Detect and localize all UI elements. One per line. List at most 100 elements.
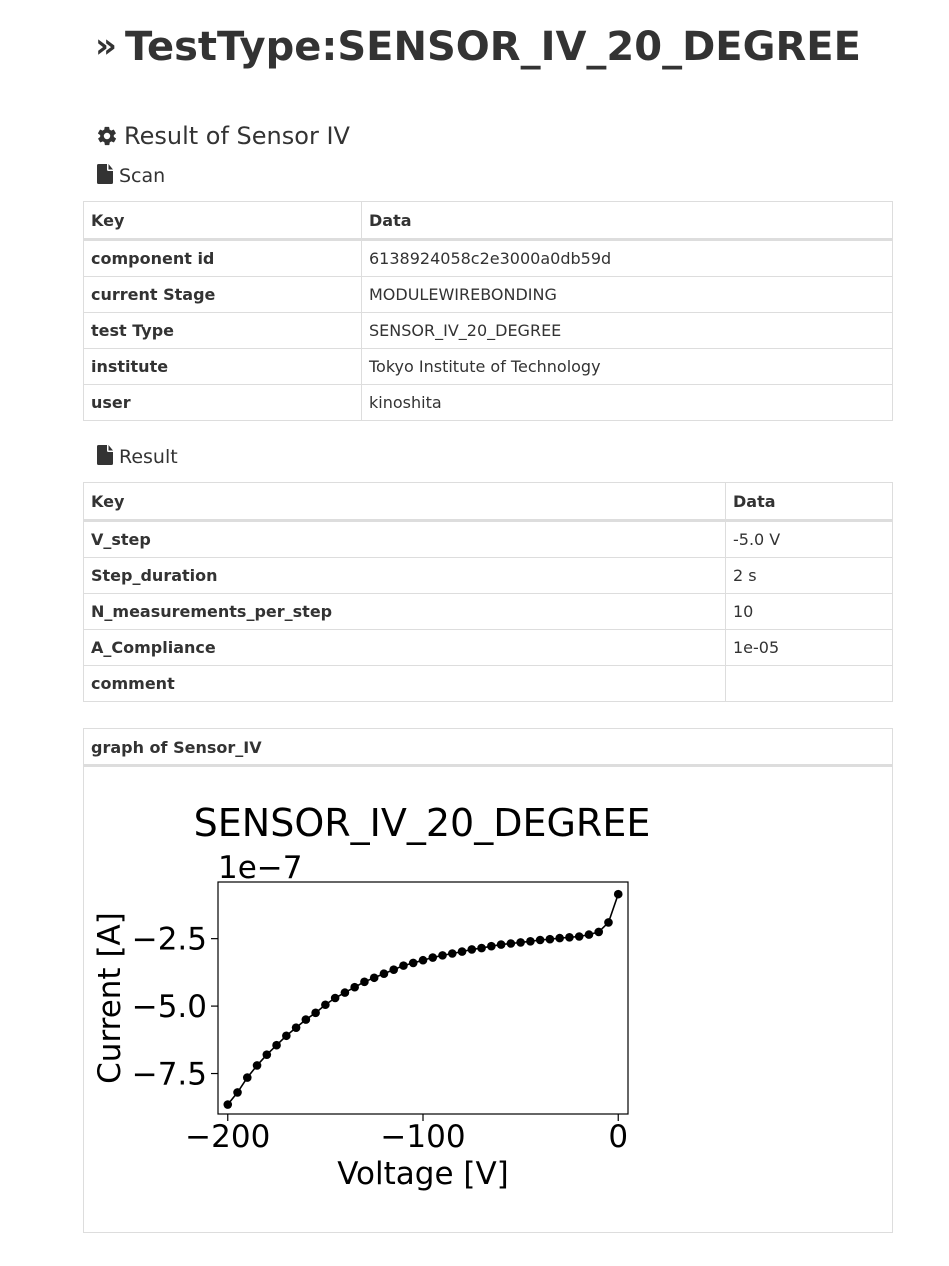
data-point [233, 1088, 242, 1097]
row-key: A_Compliance [83, 629, 726, 666]
data-point [340, 988, 350, 997]
data-point [399, 961, 408, 970]
data-point [526, 937, 535, 946]
data-point [408, 958, 418, 968]
data-point [301, 1015, 311, 1024]
data-point [252, 1061, 262, 1070]
scan-title-text: Scan [119, 165, 166, 187]
table-header-row: Key Data [83, 482, 893, 522]
series-points [223, 889, 623, 1109]
data-point [330, 993, 340, 1003]
table-row: institute Tokyo Institute of Technology [83, 348, 893, 385]
y-axis-label: Current [A] [92, 912, 128, 1084]
data-point [291, 1023, 301, 1032]
table-row: test Type SENSOR_IV_20_DEGREE [83, 312, 893, 349]
data-point [418, 955, 428, 965]
table-row: A_Compliance 1e-05 [83, 629, 893, 666]
row-key: N_measurements_per_step [83, 593, 726, 630]
table-row: Step_duration 2 s [83, 557, 893, 594]
data-point [477, 943, 486, 953]
x-tick-label: 0 [608, 1119, 628, 1155]
data-point [223, 1100, 233, 1109]
data-point [379, 969, 389, 979]
page-title-text: TestType:SENSOR_IV_20_DEGREE [124, 24, 861, 70]
data-point [535, 935, 545, 945]
x-ticks: −200 −100 0 [185, 1114, 628, 1155]
row-key: user [83, 384, 362, 421]
y-tick-label: −5.0 [132, 989, 207, 1025]
data-point [282, 1031, 291, 1041]
y-tick-label: −7.5 [132, 1057, 207, 1093]
scan-table: Key Data component id 6138924058c2e3000a0… [83, 201, 893, 421]
data-point [438, 951, 447, 960]
data-point [613, 889, 623, 899]
x-tick-label: −200 [185, 1119, 270, 1155]
section-title: Result of Sensor IV [96, 122, 350, 150]
row-value: kinoshita [361, 384, 893, 421]
data-point [321, 1000, 330, 1010]
data-point [389, 965, 399, 974]
scan-title: Scan [97, 164, 165, 187]
data-point [272, 1040, 281, 1050]
data-point [594, 927, 604, 937]
data-point [584, 930, 594, 939]
y-tick-label: −2.5 [132, 922, 207, 958]
row-value: 6138924058c2e3000a0db59d [361, 239, 893, 277]
table-header-row: Key Data [83, 201, 893, 241]
row-value: 10 [725, 593, 893, 630]
data-point [496, 940, 506, 949]
data-point [487, 941, 496, 951]
row-key: current Stage [83, 276, 362, 313]
data-point [467, 945, 477, 954]
row-value: Tokyo Institute of Technology [361, 348, 893, 385]
data-point [574, 932, 584, 941]
file-icon [97, 445, 113, 465]
data-point [369, 973, 379, 983]
data-point [516, 938, 525, 947]
gear-icon [97, 126, 117, 146]
result-table: Key Data V_step -5.0 V Step_duration 2 s N… [83, 482, 893, 702]
data-point [360, 977, 369, 987]
chart-title: SENSOR_IV_20_DEGREE [194, 801, 651, 845]
row-value [725, 665, 893, 702]
row-key: comment [83, 665, 726, 702]
y-ticks: −2.5 −5.0 −7.5 [132, 922, 218, 1093]
result-title-text: Result [119, 446, 178, 468]
double-chevron-right-icon: » [95, 26, 117, 66]
series-line [227, 893, 619, 1106]
page-title: » TestType:SENSOR_IV_20_DEGREE [95, 24, 861, 70]
chart-offset-label: 1e−7 [218, 850, 303, 886]
row-value: SENSOR_IV_20_DEGREE [361, 312, 893, 349]
x-axis-label: Voltage [V] [337, 1156, 509, 1192]
data-point [262, 1050, 272, 1059]
row-value: 2 s [725, 557, 893, 594]
data-point [565, 933, 574, 942]
data-point [242, 1073, 252, 1082]
row-value: MODULEWIREBONDING [361, 276, 893, 313]
data-point [311, 1008, 320, 1018]
data-point [428, 953, 438, 962]
section-title-text: Result of Sensor IV [124, 122, 350, 150]
row-key: test Type [83, 312, 362, 349]
data-point [506, 939, 516, 948]
column-header-key: Key [83, 201, 362, 241]
data-point [350, 982, 359, 992]
table-row: N_measurements_per_step 10 [83, 593, 893, 630]
x-tick-label: −100 [380, 1119, 465, 1155]
result-title: Result [97, 445, 178, 468]
file-icon [97, 164, 113, 184]
column-header-data: Data [725, 482, 893, 522]
graph-panel: graph of Sensor_IV [83, 728, 893, 1233]
table-row: component id 6138924058c2e3000a0db59d [83, 239, 893, 277]
table-row: comment [83, 665, 893, 702]
data-point [545, 934, 555, 944]
row-key: component id [83, 239, 362, 277]
column-header-data: Data [361, 201, 893, 241]
table-row: user kinoshita [83, 384, 893, 421]
column-header-key: Key [83, 482, 726, 522]
data-point [604, 918, 613, 927]
plot-area [217, 881, 629, 1115]
table-row: current Stage MODULEWIREBONDING [83, 276, 893, 313]
graph-header: graph of Sensor_IV [84, 729, 892, 767]
